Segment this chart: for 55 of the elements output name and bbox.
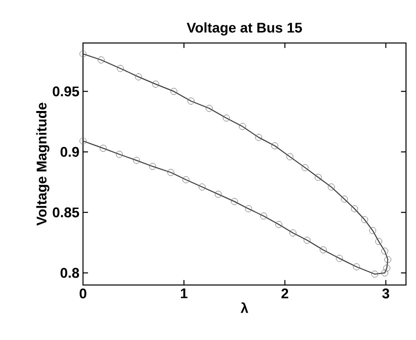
x-tick-label: 2 xyxy=(281,288,288,298)
point xyxy=(271,142,278,150)
x-tick-label: 0 xyxy=(80,288,86,298)
point xyxy=(314,174,322,181)
x-tick-label: 3 xyxy=(382,288,390,298)
point xyxy=(328,184,335,190)
point xyxy=(304,236,311,244)
point xyxy=(351,205,358,212)
point xyxy=(275,221,282,228)
point xyxy=(340,196,348,203)
point xyxy=(320,246,327,254)
point xyxy=(383,264,390,272)
point xyxy=(152,80,160,88)
point xyxy=(384,256,392,264)
point xyxy=(245,205,252,212)
point xyxy=(222,114,230,122)
y-axis-title: Voltage Magnitude xyxy=(36,102,50,226)
y-tick-label: 0.8 xyxy=(60,268,80,278)
point xyxy=(336,254,343,262)
point xyxy=(381,269,388,276)
y-tick-label: 0.9 xyxy=(60,146,79,157)
point xyxy=(255,134,262,141)
point xyxy=(239,123,246,130)
point xyxy=(133,156,140,164)
point xyxy=(188,98,194,105)
point xyxy=(100,144,107,152)
x-tick-label: 1 xyxy=(180,288,188,298)
point xyxy=(80,50,86,58)
point xyxy=(135,73,142,80)
point xyxy=(302,164,309,172)
point xyxy=(198,184,206,190)
point xyxy=(149,162,156,170)
x-axis-title: λ xyxy=(240,302,248,313)
point xyxy=(375,238,382,245)
y-tick-label: 0.85 xyxy=(52,207,80,218)
point xyxy=(116,64,124,72)
point xyxy=(381,248,388,255)
point xyxy=(289,230,296,236)
point xyxy=(80,138,86,144)
point xyxy=(214,190,222,198)
point xyxy=(369,227,376,234)
point xyxy=(116,150,123,158)
chart-title: Voltage at Bus 15 xyxy=(186,22,302,36)
point xyxy=(98,56,105,64)
point xyxy=(286,153,294,160)
y-tick-label: 0.95 xyxy=(52,86,80,96)
point xyxy=(230,198,238,205)
point xyxy=(182,176,190,184)
point xyxy=(371,270,378,278)
point xyxy=(260,212,268,220)
point xyxy=(167,169,174,176)
point xyxy=(170,88,178,95)
point xyxy=(353,263,360,270)
point xyxy=(206,104,213,112)
point xyxy=(361,216,368,224)
